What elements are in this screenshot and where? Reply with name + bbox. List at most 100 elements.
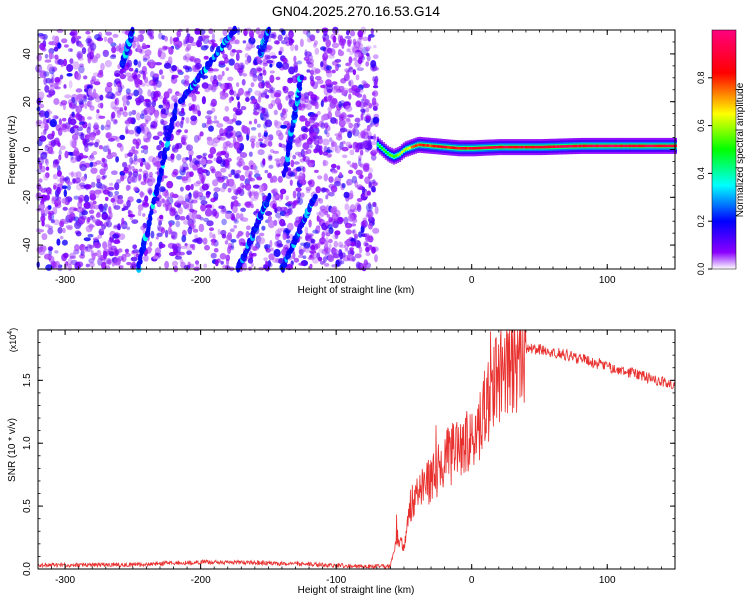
noise-speck xyxy=(265,260,269,266)
ridge-core xyxy=(408,146,411,150)
noise-speck xyxy=(274,207,278,214)
noise-speck xyxy=(119,73,127,80)
noise-speck xyxy=(59,74,64,80)
noise-speck xyxy=(211,241,216,246)
noise-speck xyxy=(332,85,339,94)
noise-speck xyxy=(347,131,353,139)
ridge-core xyxy=(398,152,401,156)
ridge-core xyxy=(646,144,649,148)
ridge-core xyxy=(390,154,393,157)
ridge-core xyxy=(662,144,665,148)
noise-speck xyxy=(81,47,87,55)
ridge-core xyxy=(486,146,489,149)
noise-speck xyxy=(366,124,371,132)
noise-speck xyxy=(334,109,341,118)
ridge-core xyxy=(434,144,437,148)
y-tick-label: 1.5 xyxy=(22,373,33,387)
noise-speck xyxy=(268,164,274,169)
colorbar-tick-label: 0.6 xyxy=(696,119,706,132)
noise-speck xyxy=(63,189,67,198)
noise-speck xyxy=(71,111,75,117)
noise-speck xyxy=(334,230,341,236)
noise-speck xyxy=(344,248,349,252)
noise-speck xyxy=(348,169,354,174)
snr-x-axis: -300 -200 -100 0 100 xyxy=(37,330,676,586)
noise-speck xyxy=(365,61,370,67)
noise-speck xyxy=(266,45,273,50)
noise-speck xyxy=(120,224,128,228)
noise-speck xyxy=(106,93,112,97)
noise-speck xyxy=(331,81,338,85)
noise-speck xyxy=(44,59,52,63)
noise-speck xyxy=(319,237,326,245)
streak-blob xyxy=(267,192,272,201)
noise-speck xyxy=(184,53,191,61)
noise-speck xyxy=(40,208,46,217)
ridge-core xyxy=(512,145,515,149)
noise-speck xyxy=(273,92,281,98)
noise-speck xyxy=(161,198,166,204)
noise-speck xyxy=(142,145,149,150)
noise-speck xyxy=(138,168,143,172)
noise-speck xyxy=(235,52,240,62)
noise-speck xyxy=(240,64,245,70)
noise-speck xyxy=(240,207,247,212)
ridge-core xyxy=(502,145,505,149)
noise-speck xyxy=(37,91,45,100)
noise-speck xyxy=(216,82,222,87)
noise-speck xyxy=(146,102,151,109)
noise-speck xyxy=(352,91,357,96)
noise-speck xyxy=(200,200,208,206)
noise-speck xyxy=(101,211,108,221)
noise-speck xyxy=(364,144,370,153)
noise-speck xyxy=(188,192,192,200)
noise-speck xyxy=(142,54,151,61)
noise-speck xyxy=(67,257,73,266)
noise-speck xyxy=(226,125,234,132)
noise-speck xyxy=(172,37,179,43)
ridge-core xyxy=(624,144,627,148)
noise-speck xyxy=(310,79,315,87)
noise-speck xyxy=(173,250,177,255)
ridge-core xyxy=(568,144,571,148)
noise-speck xyxy=(105,144,110,150)
noise-speck xyxy=(44,145,49,152)
noise-speck xyxy=(352,127,356,136)
noise-speck xyxy=(229,89,235,96)
noise-speck xyxy=(285,34,289,42)
noise-speck xyxy=(140,123,147,128)
noise-speck xyxy=(365,47,370,52)
noise-speck xyxy=(277,175,283,183)
noise-speck xyxy=(92,124,100,130)
noise-speck xyxy=(202,237,208,245)
noise-speck xyxy=(367,172,373,180)
noise-speck xyxy=(295,187,302,192)
noise-speck xyxy=(273,109,278,116)
noise-speck xyxy=(332,100,339,108)
noise-speck xyxy=(132,40,136,49)
streak-blob xyxy=(312,193,318,200)
noise-speck xyxy=(189,160,194,168)
noise-speck xyxy=(192,157,198,165)
noise-speck xyxy=(199,216,204,221)
noise-speck xyxy=(354,51,362,58)
noise-speck xyxy=(152,73,160,78)
ridge-core xyxy=(386,152,389,155)
noise-speck xyxy=(48,248,52,257)
noise-speck xyxy=(249,170,253,176)
noise-speck xyxy=(331,42,340,49)
noise-speck xyxy=(280,206,288,212)
noise-speck xyxy=(322,138,330,146)
noise-speck xyxy=(77,132,84,137)
noise-speck xyxy=(214,211,220,219)
noise-speck xyxy=(366,235,373,241)
noise-speck xyxy=(246,225,251,231)
noise-speck xyxy=(117,85,123,93)
noise-speck xyxy=(340,78,347,84)
noise-speck xyxy=(115,156,119,163)
noise-speck xyxy=(112,106,120,110)
noise-speck xyxy=(135,97,142,103)
noise-speck xyxy=(60,38,68,44)
noise-speck xyxy=(70,104,78,109)
